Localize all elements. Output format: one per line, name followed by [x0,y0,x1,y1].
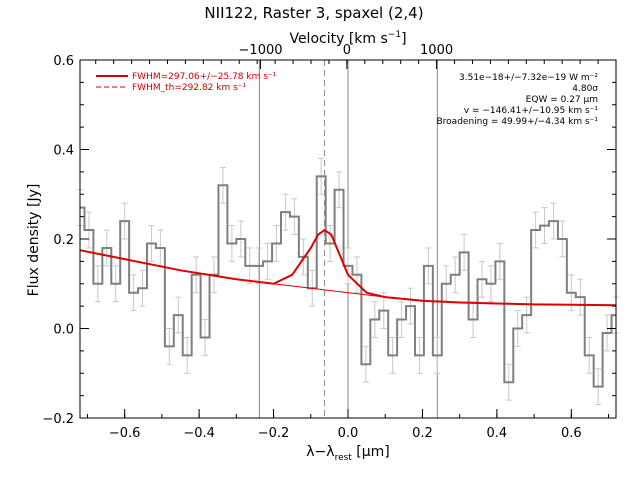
fit-curve [79,228,617,307]
y-tick-label: −0.2 [42,412,74,427]
x-tick-label: 0.2 [412,426,433,441]
y-axis-label: Flux density [Jy] [26,184,42,297]
x-tick-label: −0.2 [258,426,290,441]
continuum-baseline [273,283,386,298]
annotation-eqw: EQW = 0.27 μm [526,95,598,105]
chart-title: NII122, Raster 3, spaxel (2,4) [204,4,423,22]
annotation-broadening: Broadening = 49.99+/−4.34 km s⁻¹ [437,117,599,127]
annotation-flux: 3.51e−18+/−7.32e−19 W m⁻² [459,73,598,83]
y-tick-label: 0.2 [53,233,74,248]
x-tick-label: 0.0 [338,426,359,441]
y-tick-label: 0.4 [53,144,74,159]
top-tick-label: 0 [343,43,351,58]
legend-label-fit: FWHM=297.06+/−25.78 km s⁻¹ [132,72,277,82]
top-tick-label: −1000 [239,43,283,58]
fit-series [79,228,617,307]
spectrum-step-line [80,175,616,388]
x-tick-label: 0.4 [487,426,508,441]
x-axis-label: λ−λrest [μm] [306,444,390,463]
legend: FWHM=297.06+/−25.78 km s⁻¹ FWHM_th=292.8… [96,72,277,93]
annotations: 3.51e−18+/−7.32e−19 W m⁻² 4.80σ EQW = 0.… [437,73,599,127]
spectrum-series [80,175,616,388]
reference-lines [258,60,438,418]
y-tick-label: 0.0 [53,323,74,338]
top-tick-label: 1000 [420,43,453,58]
annotation-velocity: v = −146.41+/−10.95 km s⁻¹ [464,106,599,116]
y-tick-label: 0.6 [53,54,74,69]
legend-label-fwhm-th: FWHM_th=292.82 km s⁻¹ [132,83,247,93]
top-axis-label: Velocity [km s−1] [289,30,406,47]
annotation-sigma: 4.80σ [572,84,598,94]
axis-ticks: −0.6 −0.4 −0.2 0.0 0.2 0.4 0.6 −0.2 0.0 0.2 0.4 0.6… [42,43,617,441]
x-tick-label: −0.6 [109,426,141,441]
x-tick-label: 0.6 [561,426,582,441]
x-tick-label: −0.4 [183,426,215,441]
